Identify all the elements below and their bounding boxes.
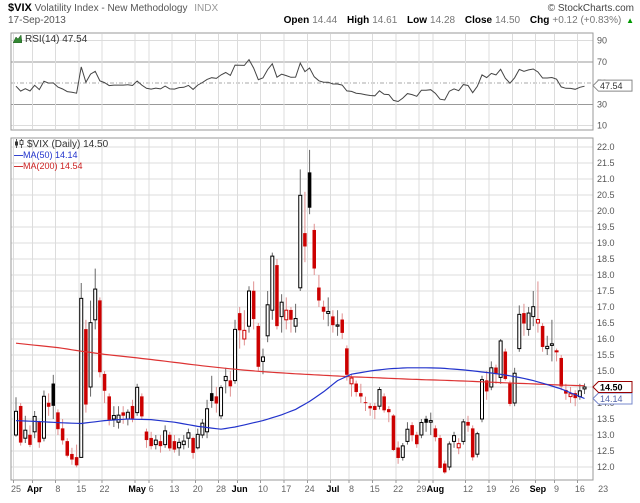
up-arrow-icon: ▲ xyxy=(626,16,634,25)
svg-text:15.5: 15.5 xyxy=(597,350,615,360)
rsi-legend-text: RSI(14) 47.54 xyxy=(25,34,88,45)
chg-value: +0.12 (+0.83%) xyxy=(552,15,622,26)
svg-text:70: 70 xyxy=(597,57,607,67)
svg-text:22: 22 xyxy=(100,484,110,494)
svg-text:23: 23 xyxy=(598,484,608,494)
legend-ma50: —MA(50) 14.14 xyxy=(14,150,108,161)
svg-text:18.5: 18.5 xyxy=(597,254,615,264)
svg-text:20: 20 xyxy=(193,484,203,494)
svg-text:19: 19 xyxy=(486,484,496,494)
legend-symbol-text: $VIX (Daily) 14.50 xyxy=(27,139,109,150)
main-legend: $VIX (Daily) 14.50 —MA(50) 14.14 —MA(200… xyxy=(14,139,108,172)
open-label: Open xyxy=(283,15,310,26)
quote-summary: Open 14.44 High 14.61 Low 14.28 Close 14.50 … xyxy=(277,15,634,26)
ma50-text: MA(50) 14.14 xyxy=(23,150,78,160)
svg-text:10: 10 xyxy=(258,484,268,494)
svg-text:Sep: Sep xyxy=(530,484,547,494)
svg-text:17: 17 xyxy=(281,484,291,494)
exchange-tag: INDX xyxy=(194,3,219,14)
svg-text:17.0: 17.0 xyxy=(597,302,615,312)
svg-text:20.5: 20.5 xyxy=(597,190,615,200)
svg-text:47.54: 47.54 xyxy=(600,81,623,91)
svg-text:28: 28 xyxy=(216,484,226,494)
high-label: High xyxy=(347,15,370,26)
chart-title: $VIX Volatility Index - New Methodology … xyxy=(8,2,218,14)
svg-text:21.5: 21.5 xyxy=(597,158,615,168)
svg-text:16.0: 16.0 xyxy=(597,334,615,344)
chg-label: Chg xyxy=(529,15,550,26)
close-value: 14.50 xyxy=(495,15,521,26)
svg-text:10: 10 xyxy=(597,121,607,131)
svg-text:14.14: 14.14 xyxy=(600,394,623,404)
svg-text:13.0: 13.0 xyxy=(597,430,615,440)
svg-text:18.0: 18.0 xyxy=(597,270,615,280)
svg-text:13: 13 xyxy=(169,484,179,494)
low-label: Low xyxy=(407,15,428,26)
open-value: 14.44 xyxy=(312,15,338,26)
svg-text:15.0: 15.0 xyxy=(597,366,615,376)
svg-text:9: 9 xyxy=(554,484,559,494)
svg-text:Jul: Jul xyxy=(326,484,339,494)
low-value: 14.28 xyxy=(430,15,456,26)
svg-text:21.0: 21.0 xyxy=(597,174,615,184)
svg-text:6: 6 xyxy=(149,484,154,494)
ma200-swatch: — xyxy=(14,161,23,171)
svg-text:22.0: 22.0 xyxy=(597,142,615,152)
svg-text:26: 26 xyxy=(510,484,520,494)
svg-text:13.5: 13.5 xyxy=(597,414,615,424)
svg-text:20.0: 20.0 xyxy=(597,206,615,216)
svg-text:90: 90 xyxy=(597,36,607,46)
svg-text:May: May xyxy=(128,484,146,494)
svg-text:Jun: Jun xyxy=(232,484,248,494)
svg-text:8: 8 xyxy=(55,484,60,494)
symbol-name: Volatility Index - New Methodology xyxy=(34,3,188,14)
chart-date: 17-Sep-2013 xyxy=(8,15,66,26)
svg-text:30: 30 xyxy=(597,99,607,109)
legend-ma200: —MA(200) 14.54 xyxy=(14,161,108,172)
legend-symbol-line: $VIX (Daily) 14.50 xyxy=(14,139,108,150)
svg-text:Apr: Apr xyxy=(27,484,43,494)
svg-text:24: 24 xyxy=(305,484,315,494)
high-value: 14.61 xyxy=(372,15,398,26)
svg-text:12.5: 12.5 xyxy=(597,446,615,456)
svg-text:12.0: 12.0 xyxy=(597,462,615,472)
svg-text:14.50: 14.50 xyxy=(600,383,623,393)
svg-text:Aug: Aug xyxy=(427,484,445,494)
copyright: © StockCharts.com xyxy=(547,3,634,14)
svg-text:8: 8 xyxy=(349,484,354,494)
svg-text:19.0: 19.0 xyxy=(597,238,615,248)
svg-text:25: 25 xyxy=(11,484,21,494)
svg-text:29: 29 xyxy=(416,484,426,494)
ma50-swatch: — xyxy=(14,150,23,160)
svg-text:15: 15 xyxy=(370,484,380,494)
candlestick-icon xyxy=(15,139,24,148)
svg-text:19.5: 19.5 xyxy=(597,222,615,232)
ma200-text: MA(200) 14.54 xyxy=(23,161,83,171)
close-label: Close xyxy=(464,15,493,26)
svg-text:12: 12 xyxy=(463,484,473,494)
svg-text:17.5: 17.5 xyxy=(597,286,615,296)
svg-text:16.5: 16.5 xyxy=(597,318,615,328)
symbol: $VIX xyxy=(8,2,32,14)
svg-text:15: 15 xyxy=(76,484,86,494)
area-chart-icon xyxy=(12,34,23,44)
rsi-legend: RSI(14) 47.54 xyxy=(12,34,88,45)
svg-text:22: 22 xyxy=(393,484,403,494)
svg-text:16: 16 xyxy=(575,484,585,494)
